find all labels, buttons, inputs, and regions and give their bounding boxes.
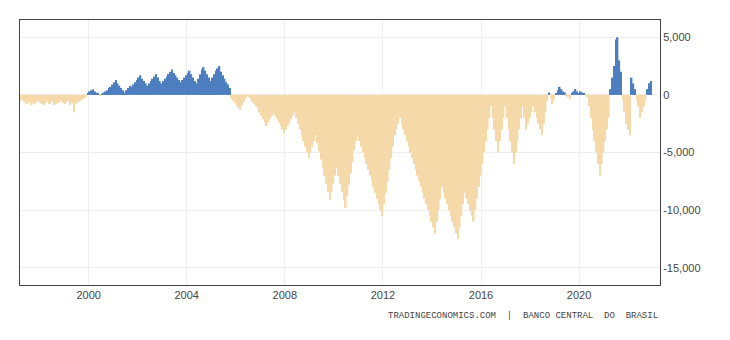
svg-text:2016: 2016 <box>469 289 493 301</box>
svg-text:2004: 2004 <box>174 289 198 301</box>
svg-text:2012: 2012 <box>371 289 395 301</box>
svg-text:2020: 2020 <box>567 289 591 301</box>
svg-text:-10,000: -10,000 <box>663 204 700 216</box>
svg-text:-15,000: -15,000 <box>663 262 700 274</box>
svg-text:-5,000: -5,000 <box>663 146 694 158</box>
svg-text:2000: 2000 <box>76 289 100 301</box>
svg-text:0: 0 <box>663 89 669 101</box>
svg-text:2008: 2008 <box>273 289 297 301</box>
svg-text:TRADINGECONOMICS.COM | BANCO: TRADINGECONOMICS.COM | BANCO CENTRAL DO … <box>388 311 658 321</box>
svg-text:5,000: 5,000 <box>663 31 691 43</box>
